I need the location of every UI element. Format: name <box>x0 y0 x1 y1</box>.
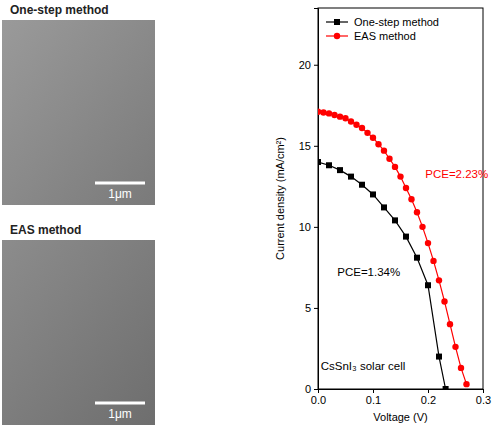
scale-bar <box>95 402 145 405</box>
data-point <box>452 344 458 350</box>
x-tick-label: 0.2 <box>421 394 436 406</box>
x-tick: 0.0 <box>311 389 326 406</box>
x-axis-line <box>319 390 484 394</box>
micrograph-panel: EAS method 1μm <box>2 223 155 425</box>
data-point <box>381 147 387 153</box>
series-line <box>318 112 467 384</box>
data-point <box>326 162 332 168</box>
y-tick-mark <box>314 146 318 147</box>
y-axis-title: Current density (mA/cm²) <box>274 137 286 260</box>
data-point <box>370 191 376 197</box>
x-axis-title: Voltage (V) <box>373 411 427 423</box>
annotation: CsSnI₃ solar cell <box>321 360 406 372</box>
data-point <box>348 118 354 124</box>
data-point <box>436 277 442 283</box>
data-point <box>441 298 447 304</box>
annotation: PCE=1.34% <box>337 266 400 278</box>
scale-bar <box>95 182 145 185</box>
legend-label: One-step method <box>354 16 439 28</box>
y-tick-mark <box>314 308 318 309</box>
data-point <box>463 381 469 387</box>
y-tick-label: 5 <box>305 302 311 314</box>
x-tick-mark <box>483 389 484 393</box>
panel-title: One-step method <box>10 3 109 17</box>
x-tick: 0.2 <box>421 389 436 406</box>
data-point <box>414 255 420 261</box>
y-tick: 15 <box>299 140 318 152</box>
data-point <box>375 141 381 147</box>
data-point <box>386 156 392 162</box>
micrograph-panel: One-step method 1μm <box>2 3 155 205</box>
x-axis: 0.0 0.1 0.2 0.3 <box>311 389 491 406</box>
data-point <box>348 174 354 180</box>
data-point <box>331 112 337 118</box>
plot-marks <box>318 109 470 389</box>
series-line <box>318 162 446 389</box>
y-axis-line <box>314 9 319 390</box>
y-tick-label: 20 <box>299 59 311 71</box>
data-point <box>397 173 403 179</box>
data-point <box>419 224 425 230</box>
data-point <box>436 354 442 360</box>
x-tick-label: 0.3 <box>476 394 491 406</box>
data-point <box>425 282 431 288</box>
data-point <box>447 321 453 327</box>
data-point <box>443 386 449 389</box>
legend: One-step method EAS method <box>326 16 439 42</box>
data-point <box>337 113 343 119</box>
data-point <box>425 240 431 246</box>
legend-label: EAS method <box>354 30 416 42</box>
data-point <box>403 185 409 191</box>
data-point <box>403 234 409 240</box>
y-tick-mark <box>314 227 318 228</box>
data-point <box>318 159 321 165</box>
y-tick-mark <box>314 65 318 66</box>
data-point <box>370 135 376 141</box>
figure: One-step method 1μm EAS method 1μm 0.0 0.1 0.2… <box>0 0 500 430</box>
panel-title: EAS method <box>10 223 81 237</box>
data-point <box>320 109 326 115</box>
data-point <box>381 204 387 210</box>
scale-bar-label: 1μm <box>108 407 132 421</box>
data-point <box>359 125 365 131</box>
annotation: PCE=2.23% <box>425 168 488 180</box>
x-tick: 0.1 <box>366 389 381 406</box>
x-tick-label: 0.0 <box>311 394 326 406</box>
x-tick-mark <box>428 389 429 393</box>
x-tick-label: 0.1 <box>366 394 381 406</box>
data-point <box>392 164 398 170</box>
y-tick: 20 <box>299 59 318 71</box>
data-point <box>359 182 365 188</box>
y-tick: 0 <box>305 383 318 395</box>
x-tick-mark <box>373 389 374 393</box>
data-point <box>414 209 420 215</box>
data-point <box>430 258 436 264</box>
data-point <box>342 115 348 121</box>
x-tick: 0.3 <box>476 389 491 406</box>
y-tick-label: 10 <box>299 221 311 233</box>
micrograph <box>2 240 155 425</box>
y-tick: 5 <box>305 302 318 314</box>
data-point <box>458 365 464 371</box>
data-point <box>392 217 398 223</box>
data-point <box>326 110 332 116</box>
y-tick-label: 0 <box>305 383 311 395</box>
data-point <box>337 167 343 173</box>
scale-bar-label: 1μm <box>108 187 132 201</box>
data-point <box>353 122 359 128</box>
plot-frame <box>318 8 483 389</box>
legend-marker <box>334 19 340 25</box>
y-tick-mark <box>314 389 318 390</box>
y-axis: 0 5 10 15 20 <box>299 9 319 396</box>
micrograph <box>2 20 155 205</box>
data-point <box>408 196 414 202</box>
y-tick: 10 <box>299 221 318 233</box>
data-point <box>364 130 370 136</box>
y-tick-label: 15 <box>299 140 311 152</box>
legend-marker <box>334 33 340 39</box>
